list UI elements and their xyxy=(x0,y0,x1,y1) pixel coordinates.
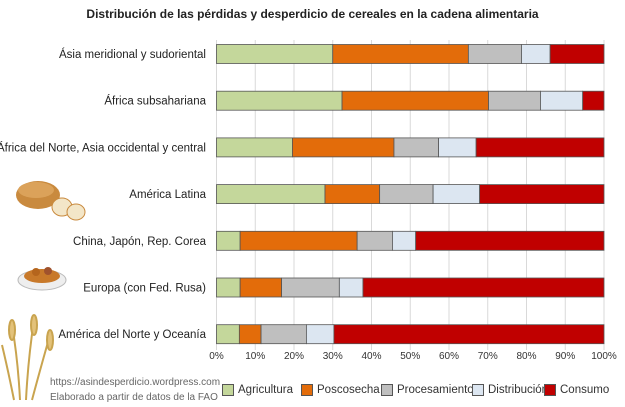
legend-item: Distribución xyxy=(472,384,548,396)
legend-item: Agricultura xyxy=(222,384,293,396)
x-tick-label: 70% xyxy=(478,351,498,362)
bar-segment xyxy=(216,137,293,158)
chart-title: Distribución de las pérdidas y desperdic… xyxy=(86,7,539,21)
legend-swatch xyxy=(472,384,484,396)
bar-segment xyxy=(432,184,481,205)
x-tick-label: 80% xyxy=(516,351,536,362)
dish-image xyxy=(17,267,67,291)
bar-segment xyxy=(238,324,262,345)
bar-segment xyxy=(239,230,358,251)
category-label: África subsahariana xyxy=(104,95,206,108)
bread-image xyxy=(16,181,86,221)
bar-segment xyxy=(333,324,605,345)
x-tick-label: 50% xyxy=(400,351,420,362)
bar-segment xyxy=(281,277,340,298)
bar-segment xyxy=(216,277,241,298)
legend-swatch xyxy=(222,384,234,396)
bar-segment xyxy=(341,90,489,111)
bar-segment xyxy=(305,324,335,345)
bar-segment xyxy=(239,277,282,298)
x-tick-label: 30% xyxy=(323,351,343,362)
bar-segment xyxy=(362,277,605,298)
legend-swatch xyxy=(381,384,393,396)
legend-label: Distribución xyxy=(488,384,549,396)
bar-segment xyxy=(216,44,334,64)
category-label: Ásia meridional y sudoriental xyxy=(59,48,206,61)
bar-segment xyxy=(393,137,439,158)
bar-segment xyxy=(479,184,605,205)
x-tick-label: 40% xyxy=(361,351,381,362)
wheat-image xyxy=(1,314,54,401)
legend-label: Agricultura xyxy=(238,384,293,396)
legend-label: Consumo xyxy=(560,384,610,396)
legend-swatch xyxy=(544,384,556,396)
bar-segment xyxy=(292,137,395,158)
bar-segment xyxy=(540,90,584,111)
x-tick-label: 0% xyxy=(209,351,224,362)
bar-segment xyxy=(332,44,469,64)
category-label: América Latina xyxy=(129,189,206,201)
bar-segment xyxy=(582,90,605,111)
legend-item: Procesamiento xyxy=(381,384,474,396)
legend-item: Poscosecha xyxy=(301,384,380,396)
legend-label: Poscosecha xyxy=(317,384,380,396)
bar-segment xyxy=(392,230,417,251)
bar-segment xyxy=(260,324,307,345)
bar-segment xyxy=(338,277,364,298)
category-label: China, Japón, Rep. Corea xyxy=(73,236,207,248)
legend-label: Procesamiento xyxy=(397,384,474,396)
bar-segment xyxy=(379,184,434,205)
footer-url: https://asindesperdicio.wordpress.com xyxy=(50,377,221,388)
bar-segment xyxy=(549,44,605,64)
bar-segment xyxy=(216,230,241,251)
bar-segment xyxy=(438,137,477,158)
bar-segment xyxy=(475,137,605,158)
x-tick-label: 10% xyxy=(245,351,265,362)
category-label: África del Norte, Asia occidental y cent… xyxy=(0,141,206,154)
bar-segment xyxy=(216,184,326,205)
x-tick-label: 60% xyxy=(439,351,459,362)
x-tick-label: 90% xyxy=(555,351,575,362)
bar-segment xyxy=(415,230,605,251)
bar-segment xyxy=(324,184,381,205)
category-label: Europa (con Fed. Rusa) xyxy=(83,283,206,295)
legend-item: Consumo xyxy=(544,384,609,396)
bar-segment xyxy=(216,324,240,345)
bar-segment xyxy=(467,44,522,64)
category-label: América del Norte y Oceanía xyxy=(58,329,206,341)
bar-segment xyxy=(216,90,343,111)
bar-segment xyxy=(521,44,551,64)
legend-swatch xyxy=(301,384,313,396)
x-tick-label: 20% xyxy=(284,351,304,362)
footer-source: Elaborado a partir de datos de la FAO xyxy=(50,392,218,403)
x-tick-label: 100% xyxy=(591,351,617,362)
bar-segment xyxy=(488,90,541,111)
bar-segment xyxy=(356,230,393,251)
